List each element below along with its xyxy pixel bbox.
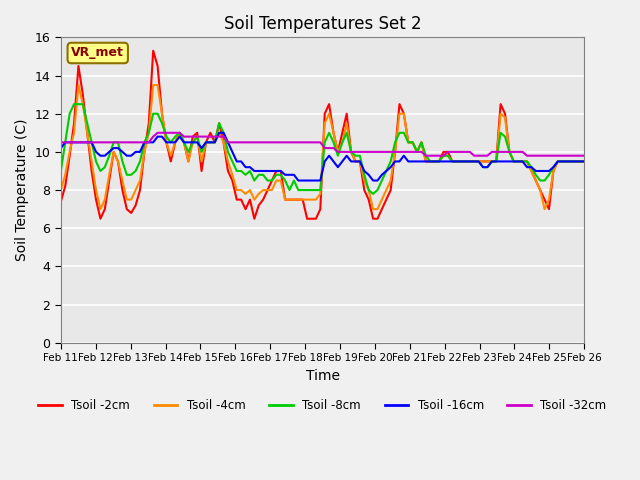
X-axis label: Time: Time — [305, 369, 339, 383]
Legend: Tsoil -2cm, Tsoil -4cm, Tsoil -8cm, Tsoil -16cm, Tsoil -32cm: Tsoil -2cm, Tsoil -4cm, Tsoil -8cm, Tsoi… — [34, 395, 611, 417]
Text: VR_met: VR_met — [71, 47, 124, 60]
Title: Soil Temperatures Set 2: Soil Temperatures Set 2 — [224, 15, 421, 33]
Y-axis label: Soil Temperature (C): Soil Temperature (C) — [15, 119, 29, 261]
